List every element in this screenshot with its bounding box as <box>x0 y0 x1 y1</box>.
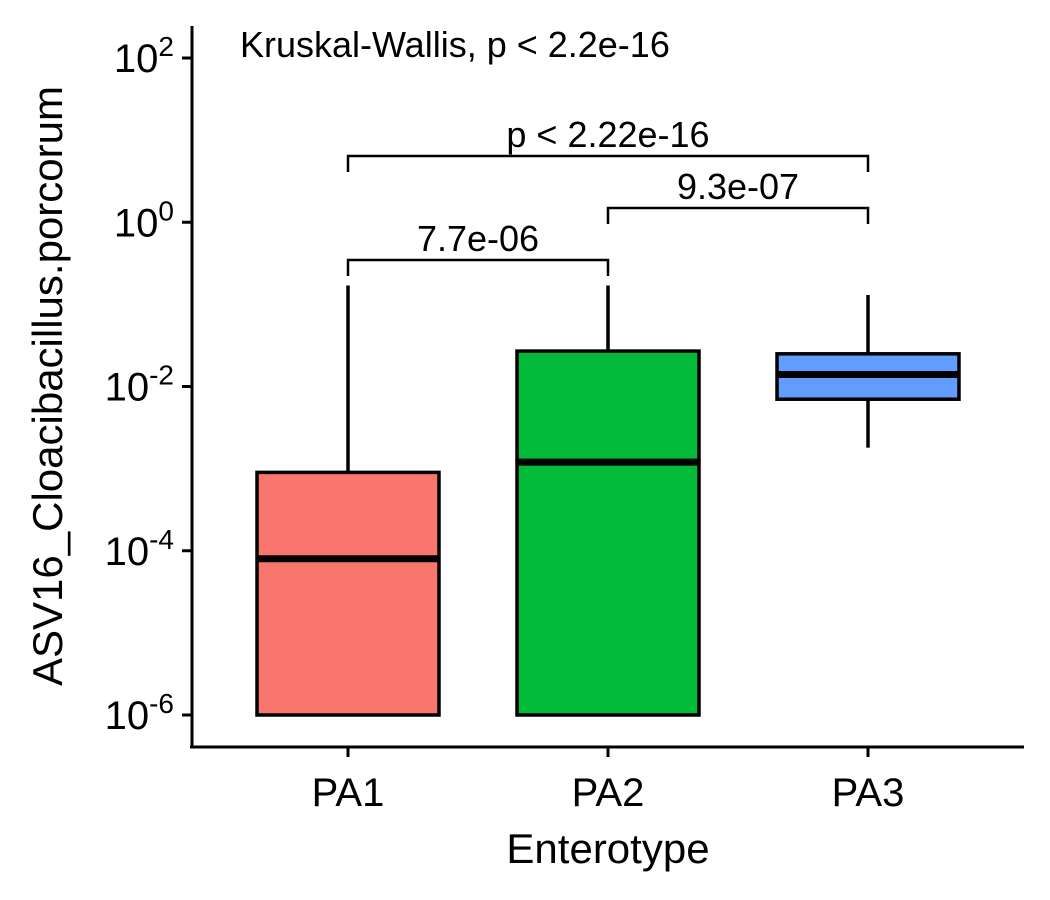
plot-area <box>255 285 961 717</box>
x-axis: PA1 PA2 PA3 <box>190 745 1024 815</box>
kruskal-wallis-annotation: Kruskal-Wallis, p < 2.2e-16 <box>240 24 670 65</box>
y-axis: 10-6 10-4 10-2 100 102 <box>105 26 194 748</box>
y-axis-title: ASV16_Cloacibacillus.porcorum <box>24 86 71 686</box>
box-pa3 <box>775 295 961 448</box>
y-tick-label: 10-4 <box>105 524 174 574</box>
y-tick-label: 102 <box>114 31 174 81</box>
y-tick-label: 10-6 <box>105 688 174 738</box>
comparison-p-value: 7.7e-06 <box>417 218 539 259</box>
comparison-p-value: 9.3e-07 <box>677 166 799 207</box>
x-tick-label: PA1 <box>312 771 385 815</box>
comparison-pa1-pa3: p < 2.22e-16 <box>346 114 870 172</box>
comparison-pa1-pa2: 7.7e-06 <box>346 218 610 276</box>
comparison-bracket <box>346 154 870 172</box>
y-tick-label: 10-2 <box>105 360 174 410</box>
x-axis-title: Enterotype <box>506 825 709 872</box>
box-pa2 <box>515 285 701 717</box>
x-tick-label: PA2 <box>572 771 645 815</box>
comparison-bracket <box>606 206 870 224</box>
x-tick-label: PA3 <box>832 771 905 815</box>
comparison-brackets: 7.7e-06 9.3e-07 p < 2.22e-16 <box>346 114 870 276</box>
comparison-pa2-pa3: 9.3e-07 <box>606 166 870 224</box>
y-tick-label: 100 <box>114 195 174 245</box>
box-iqr <box>515 349 701 717</box>
box-pa1 <box>255 285 441 717</box>
comparison-p-value: p < 2.22e-16 <box>506 114 709 155</box>
comparison-bracket <box>346 258 610 276</box>
box-iqr <box>255 470 441 717</box>
